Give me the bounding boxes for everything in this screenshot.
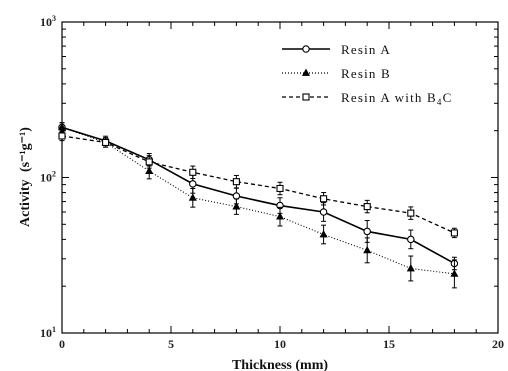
data-point-triangle [188,193,197,201]
y-tick-label: 102 [40,170,56,185]
y-axis-title-text: Activity [18,180,33,227]
data-point-circle [232,192,241,200]
data-point-triangle [450,269,459,277]
data-point-triangle [232,202,241,210]
data-point-circle [189,180,197,188]
legend-label: Resin B [341,66,391,81]
data-point-square [276,184,284,193]
data-point-circle [319,208,328,216]
y-tick-labels: 101 102 103 [40,14,56,340]
series-open-circle [58,122,459,271]
x-tick-label: 15 [383,337,395,351]
data-point-triangle [275,212,285,220]
data-point-square [232,178,240,186]
data-point-square [102,138,110,147]
series-line [61,135,455,234]
data-point-circle [302,45,310,53]
y-axis-title: Activity (s⁻¹g⁻¹) [18,127,33,227]
series-line [61,126,455,275]
series-filled-triangle [57,122,459,289]
data-point-square [58,132,66,140]
data-point-circle [407,235,415,244]
x-tick-label: 10 [274,337,286,351]
x-tick-label: 5 [168,337,174,351]
x-tick-labels: 0 5 10 15 20 [59,337,504,351]
data-point-square [320,195,328,203]
legend-label: Resin A with B4C [341,90,452,107]
data-point-square [363,203,371,211]
data-point-square [450,229,458,237]
x-tick-label: 0 [59,337,65,351]
data-point-triangle [301,68,311,76]
data-point-square [302,93,310,101]
series-group [57,122,459,289]
data-point-square [145,158,153,166]
series-line [61,126,455,265]
legend-label: Resin A [341,42,391,57]
x-axis-title: Thickness (mm) [232,358,328,371]
data-point-triangle [406,264,415,272]
y-tick-label: 103 [40,14,56,29]
plot-area [61,21,499,334]
axis-ticks [61,22,499,334]
plot-frame [61,21,499,334]
data-point-square [407,209,415,217]
data-point-triangle [145,166,154,174]
data-point-circle [363,227,371,236]
x-tick-label: 20 [492,337,504,351]
data-point-triangle [363,245,372,254]
data-point-triangle [57,122,67,131]
data-point-triangle [319,230,328,238]
legend: Resin A Resin B Resin A with B4C [282,42,452,107]
y-axis-title-unit: (s⁻¹g⁻¹) [18,127,33,172]
y-tick-label: 101 [40,325,56,340]
data-point-square [189,168,197,176]
series-open-square [58,130,458,239]
